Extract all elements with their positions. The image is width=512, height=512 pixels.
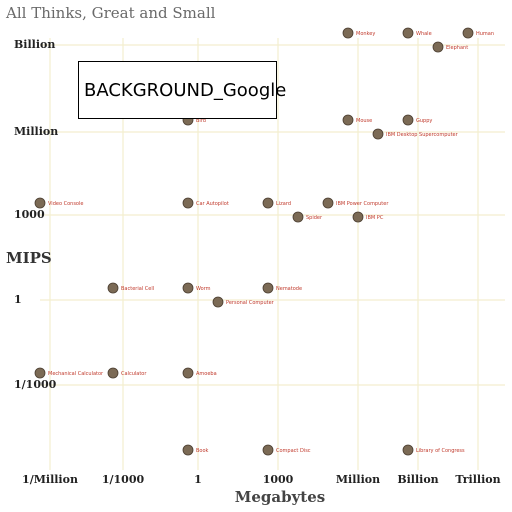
data-point-label: Car Autopilot xyxy=(196,201,229,207)
data-point xyxy=(342,114,354,126)
data-point-label: Personal Computer xyxy=(226,300,275,306)
data-point-label: Calculator xyxy=(121,371,147,377)
data-point-label: IBM PC xyxy=(366,215,384,221)
data-point-label: Elephant xyxy=(446,45,468,51)
data-point xyxy=(182,282,194,294)
data-point-label: Bird xyxy=(196,118,206,124)
y-tick-label: Million xyxy=(14,125,58,138)
data-point xyxy=(292,211,304,223)
data-point xyxy=(462,27,474,39)
x-tick-label: Million xyxy=(336,473,380,486)
data-point-label: IBM Power Computer xyxy=(336,201,389,207)
data-point xyxy=(262,444,274,456)
data-point xyxy=(402,444,414,456)
data-point xyxy=(182,444,194,456)
data-point xyxy=(262,282,274,294)
background-label-box: BACKGROUND_Google xyxy=(78,61,286,119)
data-point-label: Library of Congress xyxy=(416,448,465,454)
data-point xyxy=(342,27,354,39)
data-point xyxy=(372,128,384,140)
data-point xyxy=(182,197,194,209)
data-point-label: Mechanical Calculator xyxy=(48,371,104,377)
data-point-label: Bacterial Cell xyxy=(121,286,154,292)
y-tick-label: 1/1000 xyxy=(14,378,57,391)
data-point-label: Lizard xyxy=(276,201,291,207)
data-point xyxy=(34,367,46,379)
data-point xyxy=(107,282,119,294)
data-point-label: Video Console xyxy=(48,201,83,207)
x-tick-label: Trillion xyxy=(455,473,500,486)
data-point xyxy=(182,367,194,379)
data-point-label: Book xyxy=(196,448,209,454)
chart-title: All Thinks, Great and Small xyxy=(5,4,216,22)
data-point xyxy=(34,197,46,209)
y-tick-label: 1000 xyxy=(14,208,45,221)
data-point-label: Nematode xyxy=(276,286,302,292)
data-point-label: Monkey xyxy=(356,31,375,37)
data-point xyxy=(432,41,444,53)
data-point xyxy=(402,27,414,39)
data-point-label: Spider xyxy=(306,215,323,221)
y-tick-label: 1 xyxy=(14,293,22,306)
x-tick-label: 1 xyxy=(194,473,202,486)
y-axis-ticks: 1/1000 1 1000 Million Billion xyxy=(14,38,58,391)
data-point xyxy=(322,197,334,209)
y-axis-label: MIPS xyxy=(6,249,52,267)
data-point xyxy=(402,114,414,126)
x-axis-label: Megabytes xyxy=(235,488,325,506)
data-point-label: Mouse xyxy=(356,118,372,124)
data-point-label: Amoeba xyxy=(196,371,217,377)
data-point-label: Guppy xyxy=(416,118,432,124)
y-tick-label: Billion xyxy=(14,38,55,51)
x-axis-ticks: 1/Million 1/1000 1 1000 Million Billion Trilli… xyxy=(22,473,501,486)
data-point-label: Whale xyxy=(416,31,432,37)
x-tick-label: 1000 xyxy=(263,473,294,486)
data-point-label: Worm xyxy=(196,286,211,292)
data-point xyxy=(212,296,224,308)
x-tick-label: 1/Million xyxy=(22,473,78,486)
grid xyxy=(40,38,505,470)
x-tick-label: 1/1000 xyxy=(102,473,145,486)
data-point-label: IBM Desktop Supercomputer xyxy=(386,132,459,138)
data-point xyxy=(352,211,364,223)
x-tick-label: Billion xyxy=(397,473,438,486)
background-label-text: BACKGROUND_Google xyxy=(84,79,287,101)
data-point xyxy=(107,367,119,379)
data-point-label: Human xyxy=(476,31,494,37)
data-point-label: Compact Disc xyxy=(276,448,311,454)
data-point xyxy=(262,197,274,209)
data-points: Whale Elephant Human Monkey Mouse IBM Desktop… xyxy=(34,27,494,456)
